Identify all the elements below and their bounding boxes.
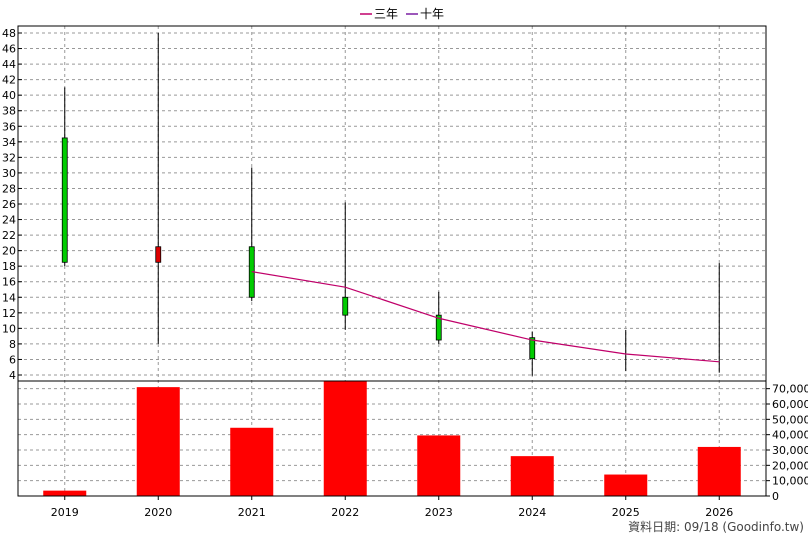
footer-date-source: 資料日期: 09/18 (Goodinfo.tw)	[628, 520, 804, 534]
moving-average-lines	[251, 271, 720, 363]
candle-body-2019	[61, 137, 68, 263]
price-tick-label-16: 16	[2, 276, 16, 289]
legend: 三年 十年	[360, 7, 444, 21]
price-tick-label-22: 22	[2, 229, 16, 242]
volume-bar-2024	[510, 456, 554, 496]
x-tick-label-2025: 2025	[612, 506, 640, 519]
candle-body-2024	[529, 337, 536, 360]
grid	[18, 26, 766, 496]
volume-tick-label-10000: 10,000	[772, 475, 808, 488]
x-tick-label-2020: 2020	[144, 506, 172, 519]
candle-body-2022	[342, 296, 349, 316]
volume-tick-label-70000: 70,000	[772, 383, 808, 396]
price-tick-label-6: 6	[9, 353, 16, 366]
price-tick-label-24: 24	[2, 214, 16, 227]
price-tick-label-12: 12	[2, 307, 16, 320]
legend-label-ten-year: 十年	[420, 7, 444, 21]
volume-tick-label-30000: 30,000	[772, 444, 808, 457]
x-tick-label-2023: 2023	[425, 506, 453, 519]
x-tick-label-2021: 2021	[238, 506, 266, 519]
volume-bar-2022	[323, 381, 367, 496]
volume-tick-label-60000: 60,000	[772, 398, 808, 411]
plot-frame	[17, 25, 767, 497]
price-tick-label-4: 4	[9, 369, 16, 382]
x-tick-label-2019: 2019	[51, 506, 79, 519]
axes: 4681012141618202224262830323436384042444…	[2, 25, 808, 519]
price-tick-label-26: 26	[2, 198, 16, 211]
candle-body-2023	[435, 314, 442, 341]
price-tick-label-30: 30	[2, 167, 16, 180]
price-tick-label-46: 46	[2, 43, 16, 56]
volume-bar-2020	[136, 387, 180, 496]
candle-body-2020	[155, 246, 162, 263]
volume-bar-2026	[697, 446, 741, 496]
volume-tick-label-0: 0	[772, 490, 779, 503]
price-tick-label-40: 40	[2, 89, 16, 102]
volume-tick-label-40000: 40,000	[772, 429, 808, 442]
price-tick-label-28: 28	[2, 182, 16, 195]
volume-tick-label-20000: 20,000	[772, 459, 808, 472]
price-tick-label-18: 18	[2, 260, 16, 273]
x-tick-label-2022: 2022	[331, 506, 359, 519]
volume-bar-2021	[230, 427, 274, 496]
price-tick-label-20: 20	[2, 245, 16, 258]
volume-bar-2019	[43, 490, 87, 496]
price-tick-label-34: 34	[2, 136, 16, 149]
x-tick-label-2024: 2024	[518, 506, 546, 519]
price-tick-label-48: 48	[2, 27, 16, 40]
volume-tick-label-50000: 50,000	[772, 413, 808, 426]
price-tick-label-42: 42	[2, 74, 16, 87]
legend-label-three-year: 三年	[374, 7, 398, 21]
price-tick-label-8: 8	[9, 338, 16, 351]
price-tick-label-38: 38	[2, 105, 16, 118]
price-tick-label-10: 10	[2, 322, 16, 335]
price-tick-label-44: 44	[2, 58, 16, 71]
volume-bars	[43, 381, 741, 496]
ma-line-three-year	[251, 271, 720, 363]
x-tick-label-2026: 2026	[705, 506, 733, 519]
volume-bar-2023	[417, 435, 461, 496]
price-tick-label-32: 32	[2, 151, 16, 164]
volume-bar-2025	[604, 474, 648, 496]
price-tick-label-14: 14	[2, 291, 16, 304]
price-tick-label-36: 36	[2, 120, 16, 133]
